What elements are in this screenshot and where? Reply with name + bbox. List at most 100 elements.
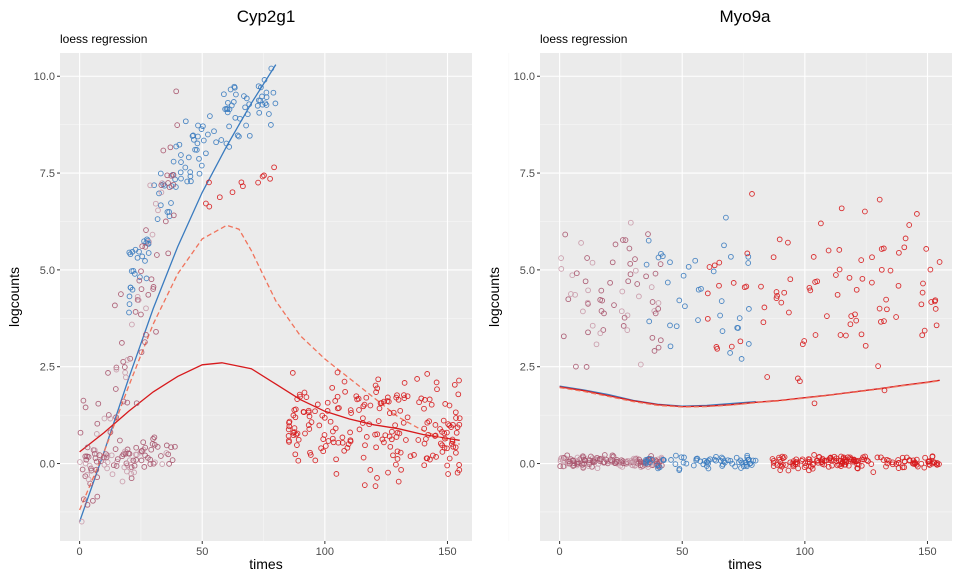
data-point — [101, 461, 108, 468]
data-point — [293, 431, 300, 438]
data-point — [604, 458, 611, 465]
data-point — [859, 275, 866, 282]
data-point — [285, 426, 292, 433]
data-point — [889, 461, 896, 468]
data-point — [620, 460, 627, 467]
data-point — [683, 460, 690, 467]
data-point — [655, 344, 662, 351]
data-point — [411, 452, 417, 458]
data-point — [113, 414, 119, 421]
data-point — [838, 205, 845, 212]
data-point — [257, 97, 264, 104]
data-point — [347, 407, 354, 413]
data-point — [345, 441, 352, 447]
data-point — [777, 462, 784, 469]
data-point — [145, 455, 151, 461]
data-point — [113, 364, 120, 371]
data-point — [134, 254, 141, 261]
data-point — [82, 453, 89, 460]
data-point — [382, 432, 389, 439]
axis-ticks: 0 50 100 150 0.0 2.5 5.0 7.5 10.0 — [514, 71, 937, 558]
data-point — [852, 311, 858, 318]
data-point — [363, 434, 370, 440]
data-point — [764, 374, 771, 380]
data-point — [598, 287, 605, 294]
data-point — [126, 293, 133, 300]
data-point — [620, 323, 627, 329]
data-point — [806, 284, 813, 291]
data-point — [341, 378, 348, 385]
data-point — [652, 310, 659, 317]
x-axis-title: times — [728, 556, 761, 572]
data-point — [836, 266, 843, 273]
data-point — [619, 288, 626, 295]
data-point — [719, 328, 726, 334]
data-point — [584, 255, 590, 261]
data-point — [774, 293, 780, 299]
data-point — [335, 439, 342, 446]
data-point — [173, 88, 180, 95]
data-point — [801, 464, 808, 471]
data-point — [672, 461, 679, 467]
data-point — [393, 434, 400, 440]
data-point — [157, 202, 164, 209]
data-point — [858, 257, 865, 263]
data-point — [401, 392, 407, 398]
data-point — [256, 109, 263, 116]
data-point — [270, 89, 277, 96]
data-point — [135, 297, 142, 303]
data-point — [426, 396, 433, 403]
data-point — [94, 493, 101, 500]
data-point — [824, 313, 830, 319]
data-point — [152, 459, 158, 466]
data-point — [652, 270, 659, 277]
data-point — [112, 386, 119, 392]
data-point — [738, 465, 744, 471]
data-point — [776, 236, 783, 243]
data-point — [205, 131, 211, 138]
data-point — [560, 333, 567, 340]
data-point — [649, 299, 656, 305]
data-point — [442, 435, 448, 442]
data-point — [899, 464, 906, 471]
data-point — [229, 189, 236, 196]
data-point — [389, 428, 395, 435]
data-point — [926, 461, 932, 467]
data-point — [456, 377, 462, 384]
data-point — [132, 246, 139, 253]
data-point — [120, 398, 127, 405]
data-point — [853, 317, 860, 324]
data-point — [440, 417, 447, 424]
data-point — [744, 250, 751, 257]
data-point — [837, 332, 844, 338]
data-point — [801, 338, 808, 344]
data-point — [648, 284, 655, 290]
data-point — [324, 399, 331, 406]
data-point — [137, 449, 144, 456]
data-point — [360, 454, 367, 461]
data-point — [142, 258, 148, 264]
data-point — [452, 409, 459, 416]
data-point — [923, 246, 930, 252]
data-point — [876, 305, 883, 312]
data-point — [320, 448, 327, 455]
data-point — [119, 340, 125, 346]
panel-cyp2g1: Cyp2g1 loess regression 0 50 100 150 0.0 2.5 5… — [6, 7, 510, 572]
data-point — [774, 462, 781, 468]
data-point — [131, 271, 138, 277]
data-point — [243, 95, 250, 102]
data-point — [902, 235, 909, 242]
data-point — [682, 303, 688, 310]
data-point — [921, 327, 928, 334]
data-point — [836, 457, 842, 464]
data-point — [272, 100, 279, 107]
data-point — [618, 308, 625, 315]
data-point — [627, 219, 634, 226]
data-point — [329, 384, 336, 391]
data-point — [649, 456, 656, 463]
data-point — [889, 459, 896, 466]
x-tick-label: 100 — [796, 546, 814, 558]
data-point — [432, 422, 439, 428]
data-point — [224, 106, 231, 112]
data-point — [322, 443, 329, 449]
